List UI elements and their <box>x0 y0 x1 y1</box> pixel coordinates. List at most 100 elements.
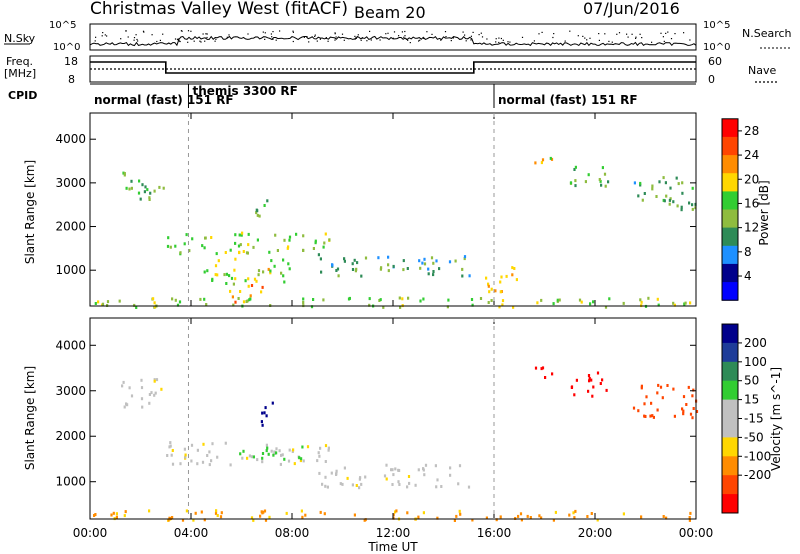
velocity-colorbar-label: Velocity [m s^-1] <box>769 367 783 471</box>
noise-point <box>689 39 691 41</box>
data-cell <box>691 207 694 211</box>
data-cell <box>461 267 464 271</box>
noise-point <box>465 40 467 42</box>
data-cell <box>550 157 554 161</box>
data-cell <box>317 253 320 257</box>
x-tick-label: 20:00 <box>578 526 613 540</box>
noise-point <box>470 39 472 41</box>
date-label: 07/Jun/2016 <box>583 0 680 18</box>
data-cell <box>139 197 142 201</box>
data-cell <box>316 459 319 463</box>
data-cell <box>601 166 604 170</box>
noise-point <box>403 36 405 38</box>
data-cell <box>351 483 354 487</box>
data-cell <box>301 515 304 519</box>
data-cell <box>513 267 516 270</box>
noise-point <box>670 38 673 40</box>
data-cell <box>140 378 143 382</box>
data-cell <box>288 267 291 271</box>
freq-unit-label: [MHz] <box>4 67 36 80</box>
noise-point <box>495 41 497 43</box>
data-cell <box>295 232 298 236</box>
data-cell <box>368 303 371 307</box>
noise-point <box>226 36 228 38</box>
data-cell <box>490 287 493 291</box>
data-cell <box>664 181 667 185</box>
data-cell <box>283 457 286 461</box>
data-cell <box>604 184 607 188</box>
colorbar-tick-label: 50 <box>744 374 759 388</box>
data-cell <box>231 295 234 299</box>
data-cell <box>252 245 255 249</box>
noise-point <box>409 42 411 44</box>
data-cell <box>346 476 349 480</box>
noise-point <box>480 32 482 34</box>
data-cell <box>324 475 327 479</box>
data-cell <box>211 442 214 446</box>
noise-point <box>106 35 108 37</box>
data-cell <box>152 297 155 301</box>
data-cell <box>665 516 668 520</box>
data-cell <box>106 300 110 304</box>
data-cell <box>622 512 625 516</box>
data-cell <box>327 448 330 452</box>
colorbar-tick-label: 100 <box>744 355 767 369</box>
noise-point <box>626 33 628 35</box>
data-cell <box>268 250 271 254</box>
data-cell <box>268 515 271 519</box>
noise-point <box>159 39 161 41</box>
noise-point <box>470 35 472 37</box>
data-cell <box>470 298 474 301</box>
data-cell <box>351 262 354 266</box>
data-cell <box>196 448 199 452</box>
data-cell <box>239 452 242 456</box>
data-cell <box>324 460 327 463</box>
x-tick-label: 08:00 <box>275 526 310 540</box>
data-cell <box>379 298 382 302</box>
data-cell <box>417 515 420 519</box>
data-cell <box>210 236 213 239</box>
noise-point <box>271 36 273 38</box>
data-cell <box>468 274 471 278</box>
data-cell <box>234 300 237 304</box>
colorbar-swatch <box>722 282 738 301</box>
data-cell <box>512 305 515 309</box>
data-cell <box>637 194 640 198</box>
data-cell <box>260 290 263 294</box>
noise-point <box>683 32 685 34</box>
data-cell <box>378 299 381 302</box>
data-cell <box>573 168 576 171</box>
data-cell <box>551 372 554 376</box>
data-cell <box>266 199 269 203</box>
data-cell <box>292 448 295 452</box>
data-cell <box>256 238 259 242</box>
data-cell <box>324 444 328 448</box>
data-cell <box>264 518 268 522</box>
data-cell <box>278 449 281 453</box>
colorbar-tick-label: 200 <box>744 336 767 350</box>
data-cell <box>669 186 672 190</box>
noise-point <box>486 38 488 40</box>
noise-point <box>586 39 588 41</box>
data-cell <box>247 243 250 247</box>
data-cell <box>554 510 557 514</box>
data-cell <box>364 256 368 260</box>
data-cell <box>651 184 654 188</box>
data-cell <box>201 244 204 248</box>
noise-point <box>639 33 641 35</box>
data-cell <box>359 476 362 480</box>
noise-point <box>272 31 274 33</box>
data-cell <box>125 186 128 190</box>
data-cell <box>318 471 321 475</box>
data-cell <box>355 484 358 487</box>
data-cell <box>657 383 660 387</box>
data-cell <box>133 303 136 307</box>
data-cell <box>216 273 219 277</box>
data-cell <box>237 297 240 300</box>
data-cell <box>461 274 464 278</box>
data-cell <box>312 247 315 250</box>
noise-point <box>423 37 425 39</box>
noise-point <box>308 41 310 43</box>
data-cell <box>453 519 456 522</box>
data-cell <box>242 250 245 253</box>
